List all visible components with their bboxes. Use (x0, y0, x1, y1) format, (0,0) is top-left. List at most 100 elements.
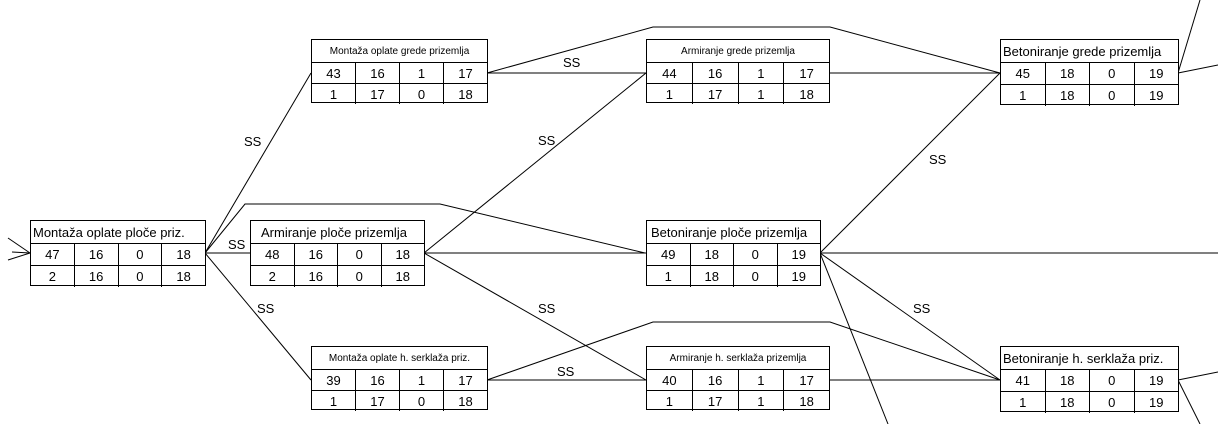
early-finish: 17 (783, 370, 829, 390)
early-finish: 17 (443, 370, 487, 390)
activity-node-49[interactable]: Betoniranje ploče prizemlja 49 18 0 19 1… (646, 220, 821, 287)
link-39-41 (486, 321, 1001, 381)
activity-node-43[interactable]: Montaža oplate grede prizemlja 43 16 1 1… (311, 39, 488, 104)
activity-title: Armiranje grede prizemlja (647, 40, 829, 63)
duration: 2 (48, 269, 56, 284)
total-float: 0 (399, 84, 443, 104)
early-finish: 18 (161, 244, 205, 265)
activity-title: Montaža oplate h. serklaža priz. (312, 347, 487, 370)
link-49-45 (819, 72, 1001, 254)
free-float: 1 (399, 63, 443, 83)
free-float: 1 (737, 370, 784, 390)
activity-node-41[interactable]: Betoniranje h. serklaža priz. 41 18 0 19… (1000, 346, 1179, 413)
early-finish: 18 (380, 244, 425, 265)
link-47-43 (204, 72, 312, 254)
early-start: 18 (689, 244, 734, 265)
link-48-40 (423, 252, 647, 381)
activity-number: 41 (1015, 373, 1030, 388)
late-start: 16 (293, 266, 338, 287)
total-float: 1 (737, 84, 784, 104)
incoming-link (7, 237, 31, 254)
free-float: 1 (399, 370, 443, 390)
ss-label: SS (557, 364, 575, 379)
activity-node-47[interactable]: Montaža oplate ploče priz. 47 16 0 18 2 … (30, 220, 206, 287)
ss-label: SS (563, 55, 581, 70)
activity-number: 44 (662, 65, 677, 81)
activity-node-45[interactable]: Betoniranje grede prizemlja 45 18 0 19 1… (1000, 39, 1179, 106)
total-float: 0 (733, 266, 777, 287)
duration: 1 (329, 86, 338, 102)
early-finish: 17 (783, 63, 829, 83)
late-start: 17 (355, 84, 399, 104)
duration: 1 (329, 393, 338, 409)
early-finish: 19 (1133, 370, 1179, 391)
late-start: 17 (355, 391, 399, 411)
duration: 1 (1019, 395, 1027, 410)
activity-node-48[interactable]: Armiranje ploče prizemlja 48 16 0 18 2 1… (250, 220, 425, 287)
early-start: 16 (73, 244, 118, 265)
activity-title: Armiranje h. serklaža prizemlja (647, 347, 829, 370)
late-finish: 18 (443, 391, 487, 411)
activity-number: 45 (1015, 66, 1030, 81)
link-47-39 (204, 252, 312, 381)
link-45-out-up (1177, 0, 1201, 74)
ss-label: SS (538, 133, 556, 148)
late-start: 16 (73, 266, 118, 287)
free-float: 0 (117, 244, 162, 265)
ss-label: SS (244, 134, 262, 149)
incoming-link (7, 252, 31, 261)
late-finish: 19 (1133, 85, 1179, 106)
activity-title: Betoniranje h. serklaža priz. (1001, 347, 1178, 370)
link-49-41 (819, 252, 1001, 381)
duration: 1 (664, 269, 672, 284)
activity-node-40[interactable]: Armiranje h. serklaža prizemlja 40 16 1 … (646, 346, 830, 411)
activity-node-44[interactable]: Armiranje grede prizemlja 44 16 1 17 1 1… (646, 39, 830, 104)
late-finish: 19 (776, 266, 821, 287)
duration: 2 (268, 269, 276, 284)
ss-label: SS (913, 301, 931, 316)
activity-number: 48 (265, 247, 280, 262)
activity-title: Armiranje ploče prizemlja (251, 221, 424, 244)
early-start: 16 (691, 63, 738, 83)
activity-node-39[interactable]: Montaža oplate h. serklaža priz. 39 16 1… (311, 346, 488, 411)
link-48-44 (423, 72, 647, 254)
early-finish: 19 (1133, 63, 1179, 84)
late-finish: 18 (443, 84, 487, 104)
ss-label: SS (257, 301, 275, 316)
early-start: 16 (691, 370, 738, 390)
total-float: 1 (737, 391, 784, 411)
duration: 1 (665, 86, 673, 102)
late-finish: 18 (783, 84, 829, 104)
early-start: 16 (355, 370, 399, 390)
late-start: 18 (1044, 392, 1090, 413)
total-float: 0 (399, 391, 443, 411)
late-start: 17 (691, 391, 738, 411)
activity-number: 43 (326, 65, 341, 81)
free-float: 0 (1089, 63, 1134, 84)
late-finish: 19 (1133, 392, 1179, 413)
early-start: 18 (1044, 370, 1090, 391)
late-start: 18 (689, 266, 734, 287)
late-finish: 18 (783, 391, 829, 411)
ss-label: SS (538, 301, 556, 316)
link-45-out-right (1177, 64, 1218, 74)
activity-title: Montaža oplate ploče priz. (31, 221, 205, 244)
free-float: 1 (737, 63, 784, 83)
free-float: 0 (733, 244, 777, 265)
free-float: 0 (337, 244, 381, 265)
total-float: 0 (1089, 392, 1134, 413)
total-float: 0 (337, 266, 381, 287)
link-41-out-down (1177, 379, 1201, 424)
link-49-down (819, 252, 889, 424)
early-finish: 17 (443, 63, 487, 83)
activity-title: Montaža oplate grede prizemlja (312, 40, 487, 63)
free-float: 0 (1089, 370, 1134, 391)
early-start: 16 (293, 244, 338, 265)
late-start: 17 (691, 84, 738, 104)
activity-number: 39 (326, 372, 341, 388)
link-41-out-right (1177, 371, 1218, 381)
early-start: 18 (1044, 63, 1090, 84)
link-47-49 (204, 203, 646, 254)
late-start: 18 (1044, 85, 1090, 106)
